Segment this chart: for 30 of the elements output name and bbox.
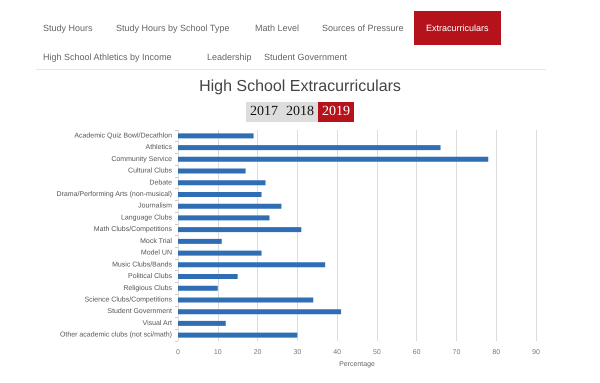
text: Study Hours by School Type <box>115 22 230 35</box>
bar <box>178 180 266 186</box>
bar <box>178 320 226 326</box>
bar <box>178 145 441 150</box>
bar <box>178 204 282 209</box>
bar <box>178 133 254 138</box>
bar <box>178 156 488 162</box>
text: Study Hours <box>42 22 94 35</box>
bar <box>178 332 298 338</box>
text: Leadership <box>206 51 253 64</box>
text: Student Government <box>263 51 348 64</box>
bar <box>178 215 270 220</box>
chart-title: High School Extracurriculars <box>198 78 402 96</box>
bar <box>178 297 314 302</box>
source-note: Sources of Pressure <box>321 22 405 35</box>
bar <box>178 168 246 174</box>
text: 2018 <box>282 102 318 122</box>
bar <box>178 262 326 268</box>
bar <box>178 250 262 256</box>
bar <box>178 192 262 197</box>
bar <box>178 286 218 291</box>
text: Math Level <box>254 22 300 35</box>
bar <box>178 227 302 232</box>
text: High School Athletics by Income <box>42 51 173 64</box>
text: 2017 <box>246 102 282 122</box>
bar <box>178 274 238 280</box>
text: Extracurriculars <box>414 11 501 45</box>
bar <box>178 309 342 314</box>
text: 2019 <box>318 102 354 122</box>
bar <box>178 238 222 244</box>
